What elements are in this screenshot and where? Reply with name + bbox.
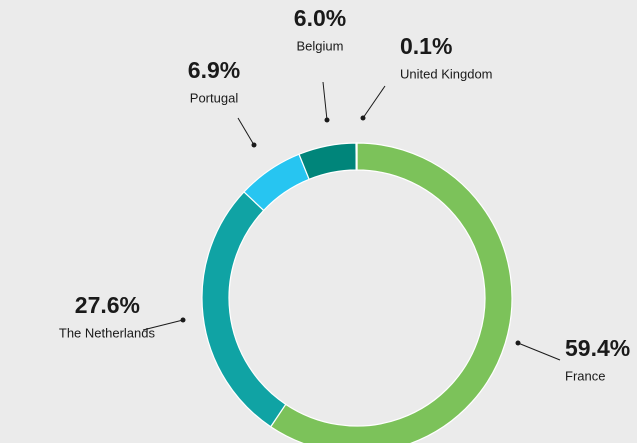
value-label: 6.9% [188, 57, 240, 83]
category-label: Belgium [297, 38, 344, 53]
leader-line [237, 117, 255, 146]
leader-line [517, 342, 561, 361]
category-label: France [565, 368, 605, 383]
value-label: 6.0% [294, 5, 346, 31]
donut-segment [298, 142, 357, 181]
category-label: The Netherlands [59, 325, 156, 340]
donut-segment [269, 142, 513, 443]
donut-segment [201, 191, 287, 428]
leader-dot [180, 317, 186, 323]
leader-dot [324, 117, 330, 123]
leader-dot [360, 115, 366, 121]
leader-dot [251, 142, 257, 148]
leader-line [322, 81, 328, 121]
leader-line [362, 85, 386, 119]
value-label: 27.6% [75, 292, 140, 318]
leader-line [142, 319, 184, 331]
value-label: 0.1% [400, 33, 452, 59]
donut-segment [355, 142, 358, 171]
leader-dot [515, 340, 521, 346]
category-label: Portugal [190, 90, 239, 105]
category-label: United Kingdom [400, 66, 493, 81]
value-label: 59.4% [565, 335, 630, 361]
